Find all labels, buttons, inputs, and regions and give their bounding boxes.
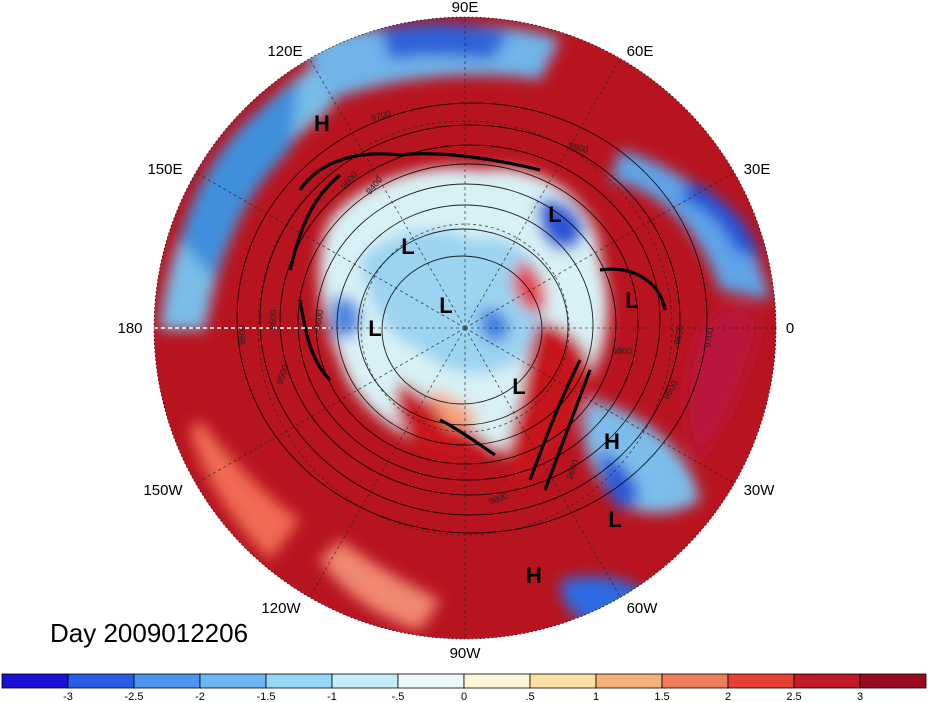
colorbar-tick-label: -2 — [195, 691, 205, 702]
colorbar-tick-label: -1.5 — [257, 691, 276, 702]
colorbar-swatch — [463, 673, 531, 689]
colorbar-swatch — [133, 673, 201, 689]
colorbar-tick-label: 3 — [857, 691, 863, 702]
colorbar-swatch — [67, 673, 135, 689]
anomaly-field — [154, 17, 776, 639]
contour-label: 9700 — [702, 327, 715, 348]
contour-label: 9600 — [267, 309, 279, 330]
lon-label-30e: 30E — [744, 161, 771, 178]
page-title: Day 2009012206 — [50, 618, 249, 648]
lon-label-60e: 60E — [627, 43, 654, 60]
colorbar-swatch — [397, 673, 465, 689]
colorbar-tick-label: -3 — [63, 691, 73, 702]
colorbar-tick-label: .5 — [525, 691, 534, 702]
colorbar-swatch — [859, 673, 927, 689]
low-center: L — [512, 374, 525, 399]
colorbar-tick-label: 1.5 — [654, 691, 669, 702]
contour-label: 9600 — [312, 309, 325, 330]
high-center: H — [526, 563, 542, 588]
contour-label: 9500 — [672, 324, 685, 345]
lon-label-120w: 120W — [261, 600, 301, 617]
low-center: L — [548, 202, 561, 227]
colorbar-tick-label: -1 — [327, 691, 337, 702]
colorbar-swatch — [595, 673, 663, 689]
low-center: L — [368, 316, 381, 341]
lon-label-180: 180 — [117, 320, 142, 337]
colorbar-swatch — [529, 673, 597, 689]
colorbar-swatch — [661, 673, 729, 689]
low-center: L — [401, 234, 414, 259]
colorbar-swatch — [1, 673, 69, 689]
colorbar-swatch — [265, 673, 333, 689]
lon-label-0: 0 — [786, 320, 794, 337]
colorbar-swatch — [331, 673, 399, 689]
colorbar-tick-label: 2 — [725, 691, 731, 702]
lon-label-90w: 90W — [450, 645, 482, 662]
lon-label-60w: 60W — [627, 600, 659, 617]
lon-label-90e: 90E — [452, 0, 479, 16]
colorbar-swatch — [199, 673, 267, 689]
colorbar: -3 -2.5 -2 -1.5 -1 -.5 0 .5 1 1.5 2 2.5 3 — [1, 673, 927, 702]
colorbar-tick-label: 0 — [461, 691, 467, 702]
lon-label-150e: 150E — [147, 161, 182, 178]
contour-label: 9800 — [237, 325, 247, 345]
polar-map: 90E 60E 30E 0 30W 60W 90W 120W 150W 180 … — [117, 0, 794, 662]
colorbar-swatch — [793, 673, 861, 689]
colorbar-tick-label: -2.5 — [125, 691, 144, 702]
colorbar-swatch — [727, 673, 795, 689]
contour-label: 9800 — [612, 346, 632, 356]
low-center: L — [625, 288, 638, 313]
longitude-labels: 90E 60E 30E 0 30W 60W 90W 120W 150W 180 … — [117, 0, 794, 662]
colorbar-tick-label: 2.5 — [786, 691, 801, 702]
pressure-centers: H L L L L L L L H L H — [314, 111, 639, 588]
colorbar-tick-label: -.5 — [392, 691, 405, 702]
low-center: L — [608, 507, 621, 532]
lon-label-120e: 120E — [267, 43, 302, 60]
high-center: H — [314, 111, 330, 136]
colorbar-tick-label: 1 — [593, 691, 599, 702]
lon-label-150w: 150W — [143, 482, 183, 499]
lon-label-30w: 30W — [744, 482, 776, 499]
high-center: H — [604, 429, 620, 454]
low-center: L — [439, 293, 452, 318]
